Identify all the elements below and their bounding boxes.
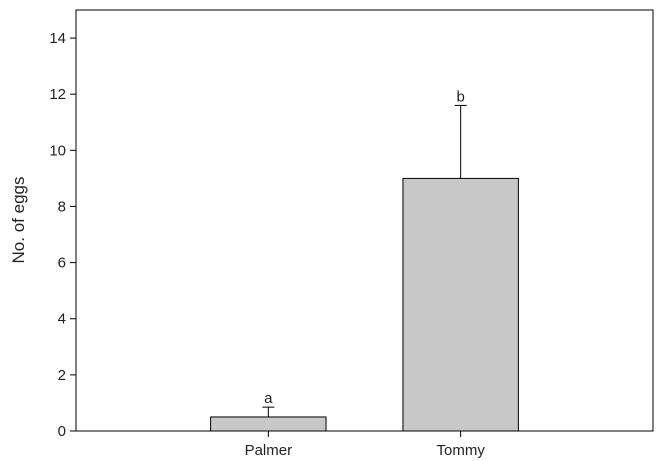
significance-label: a: [264, 390, 273, 407]
y-axis-title: No. of eggs: [9, 177, 28, 264]
bar-tommy: [402, 177, 519, 432]
bars: ab: [210, 88, 519, 432]
plot-frame: [75, 9, 654, 432]
y-tick-label: 12: [49, 86, 66, 103]
bar-palmer: [210, 416, 327, 432]
y-tick-label: 10: [49, 142, 66, 159]
y-tick-label: 14: [49, 30, 66, 47]
x-axis-ticks: Palmer Tommy: [245, 431, 485, 459]
y-tick-label: 6: [58, 255, 66, 272]
y-tick-label: 8: [58, 198, 66, 215]
x-tick-label: Palmer: [245, 442, 293, 459]
y-tick-label: 4: [58, 311, 66, 328]
y-tick-label: 2: [58, 367, 66, 384]
y-axis-ticks: 0 2 4 6 8 10 12 14: [49, 30, 76, 440]
significance-label: b: [456, 88, 464, 105]
x-tick-label: Tommy: [436, 442, 485, 459]
y-tick-label: 0: [58, 423, 66, 440]
